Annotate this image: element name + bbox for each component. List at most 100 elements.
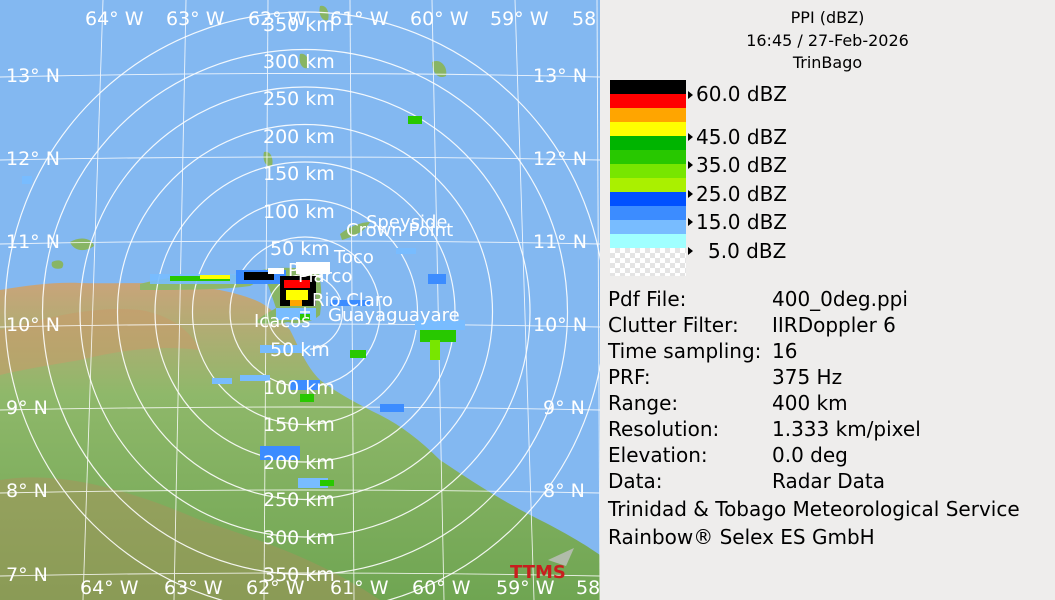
place-label-speyside: Speyside — [366, 212, 447, 233]
lat-label-right: 10° N — [533, 314, 587, 336]
range-label: 50 km — [270, 339, 330, 361]
range-label: 350 km — [263, 564, 335, 586]
small-islet — [51, 260, 64, 269]
legend-label: 45.0 dBZ — [696, 125, 788, 149]
info-key: Data: — [608, 469, 663, 493]
timestamp: 16:45 / 27-Feb-2026 — [746, 31, 909, 50]
range-label: 300 km — [263, 51, 335, 73]
legend-swatch — [610, 94, 686, 108]
lon-label-bottom: 64° W — [80, 577, 139, 599]
info-key: Time sampling: — [608, 339, 762, 363]
legend-tick — [688, 133, 693, 141]
place-labels: Speyside Crown Point Toco Piarco POS Rio… — [254, 212, 460, 332]
lat-label-left: 10° N — [6, 314, 60, 336]
credit-organization: Trinidad & Tobago Meteorological Service — [608, 497, 1020, 521]
range-rings — [4, 11, 600, 600]
legend-tick — [688, 218, 693, 226]
legend-label: 35.0 dBZ — [696, 153, 788, 177]
barbados-area-island — [432, 60, 447, 78]
legend-swatch — [610, 192, 686, 206]
lon-label-bottom: 58 — [576, 577, 600, 599]
lat-label-left: 9° N — [6, 397, 48, 419]
range-label: 200 km — [263, 126, 335, 148]
legend-label: 25.0 dBZ — [696, 182, 788, 206]
info-value: Radar Data — [772, 469, 885, 493]
mainland-landmass — [0, 282, 600, 600]
legend-swatch — [610, 234, 686, 248]
info-key: PRF: — [608, 365, 651, 389]
radar-site-marker — [300, 307, 310, 317]
precipitation-echoes — [22, 116, 465, 488]
info-value: 400_0deg.ppi — [772, 287, 908, 311]
info-key: Clutter Filter: — [608, 313, 739, 337]
info-value: 0.0 deg — [772, 443, 848, 467]
st-vincent-island — [299, 53, 309, 69]
lat-label-right: 8° N — [543, 480, 585, 502]
legend-swatch — [610, 80, 686, 94]
range-labels-north: 350 km 300 km 250 km 200 km 150 km 100 k… — [263, 14, 335, 260]
lat-label-right: 9° N — [543, 397, 585, 419]
place-label-rio-claro: Rio Claro — [312, 290, 393, 311]
lat-label-left: 13° N — [6, 65, 60, 87]
legend-swatch — [610, 150, 686, 164]
range-label: 100 km — [263, 377, 335, 399]
tobago-island — [340, 222, 370, 240]
lat-label-right: 11° N — [533, 231, 587, 253]
legend-label: 15.0 dBZ — [696, 210, 788, 234]
range-label: 50 km — [270, 238, 330, 260]
highland-shading-2 — [0, 477, 380, 600]
lat-label-right: 13° N — [533, 65, 587, 87]
range-label: 250 km — [263, 88, 335, 110]
radar-map: 64° W 63° W 62° W 61° W 60° W 59° W 58 6… — [0, 0, 600, 600]
info-value: 16 — [772, 339, 798, 363]
range-label: 150 km — [263, 163, 335, 185]
place-label-crown-point: Crown Point — [346, 220, 453, 241]
lon-label-bottom: 61° W — [330, 577, 389, 599]
legend-swatch — [610, 136, 686, 150]
site-name: TrinBago — [792, 53, 863, 72]
legend-swatch — [610, 122, 686, 136]
lat-label-left: 7° N — [6, 564, 48, 586]
legend-tick — [688, 247, 693, 255]
lon-label-top: 58 — [572, 8, 596, 30]
lat-label-right: 12° N — [533, 148, 587, 170]
lon-label-top: 64° W — [85, 8, 144, 30]
legend-tick — [688, 91, 693, 99]
ttms-logo: TTMS — [510, 548, 574, 583]
lat-label-left: 12° N — [6, 148, 60, 170]
lon-label-bottom: 62° W — [246, 577, 305, 599]
legend-swatch — [610, 164, 686, 178]
lat-label-left: 11° N — [6, 231, 60, 253]
latitude-labels-right: 13° N 12° N 11° N 10° N 9° N 8° N — [533, 65, 587, 502]
grenada-island — [263, 151, 273, 167]
legend-label: 60.0 dBZ — [696, 82, 788, 106]
highland-shading — [0, 309, 200, 375]
lon-label-bottom: 63° W — [164, 577, 223, 599]
margarita-island — [70, 238, 94, 251]
info-key: Elevation: — [608, 443, 708, 467]
legend-swatch — [610, 108, 686, 122]
place-label-toco: Toco — [333, 247, 374, 268]
info-value: 1.333 km/pixel — [772, 417, 921, 441]
info-key: Range: — [608, 391, 679, 415]
range-labels-south: 50 km 100 km 150 km 200 km 250 km 300 km… — [263, 339, 335, 586]
lon-label-top: 59° W — [490, 8, 549, 30]
svg-text:TTMS: TTMS — [510, 562, 566, 583]
place-label-piarco: Piarco — [298, 266, 352, 287]
range-label: 250 km — [263, 489, 335, 511]
info-key: Pdf File: — [608, 287, 687, 311]
latitude-labels-left: 13° N 12° N 11° N 10° N 9° N 8° N 7° N — [6, 65, 60, 586]
legend-swatch-transparent — [610, 248, 686, 276]
radar-map-svg: 64° W 63° W 62° W 61° W 60° W 59° W 58 6… — [0, 0, 600, 600]
info-key: Resolution: — [608, 417, 720, 441]
legend-swatch — [610, 178, 686, 192]
lon-label-top: 62° W — [248, 8, 307, 30]
range-label: 150 km — [263, 414, 335, 436]
range-label: 350 km — [263, 14, 335, 36]
longitude-labels-top: 64° W 63° W 62° W 61° W 60° W 59° W 58 — [85, 8, 596, 30]
product-title: PPI (dBZ) — [790, 8, 865, 27]
range-label: 100 km — [263, 201, 335, 223]
lon-label-bottom: 60° W — [412, 577, 471, 599]
latlon-grid — [0, 0, 600, 600]
credit-software: Rainbow® Selex ES GmbH — [608, 525, 875, 549]
